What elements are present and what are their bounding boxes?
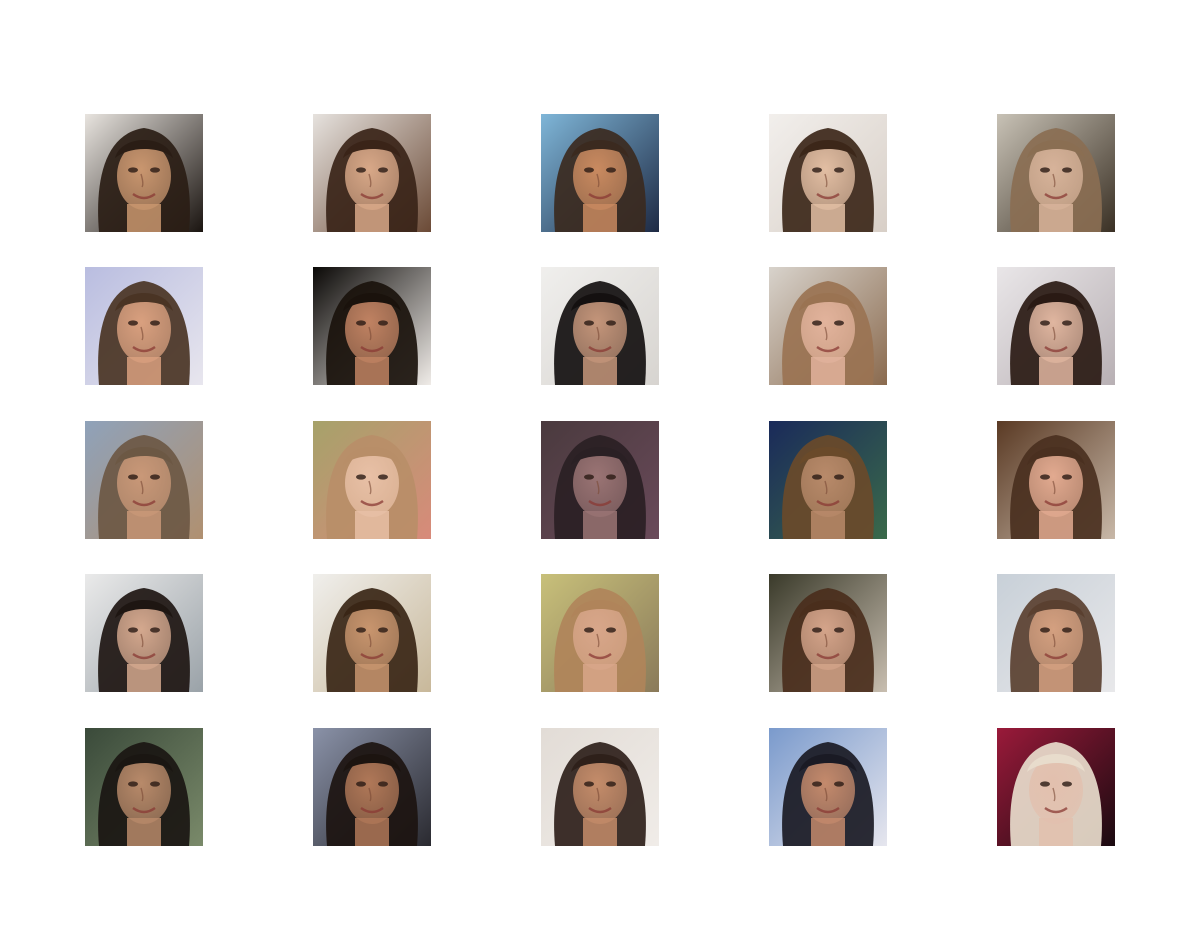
face-sample-image <box>313 574 431 692</box>
face-sample-image <box>85 267 203 385</box>
face-sample-image <box>541 574 659 692</box>
face-sample-image <box>997 114 1115 232</box>
face-sample-image <box>769 421 887 539</box>
face-sample-image <box>769 728 887 846</box>
face-sample-image <box>85 728 203 846</box>
face-sample-image <box>769 267 887 385</box>
face-sample-image <box>541 421 659 539</box>
face-sample-image <box>997 421 1115 539</box>
face-sample-image <box>997 267 1115 385</box>
face-sample-image <box>85 421 203 539</box>
face-sample-image <box>85 574 203 692</box>
face-sample-image <box>541 114 659 232</box>
face-sample-image <box>85 114 203 232</box>
face-sample-image <box>769 114 887 232</box>
face-sample-image <box>541 267 659 385</box>
face-sample-image <box>997 728 1115 846</box>
face-sample-image <box>313 421 431 539</box>
face-sample-image <box>313 267 431 385</box>
face-sample-image <box>997 574 1115 692</box>
face-sample-image <box>769 574 887 692</box>
face-sample-image <box>313 114 431 232</box>
face-sample-image <box>313 728 431 846</box>
face-sample-image <box>541 728 659 846</box>
